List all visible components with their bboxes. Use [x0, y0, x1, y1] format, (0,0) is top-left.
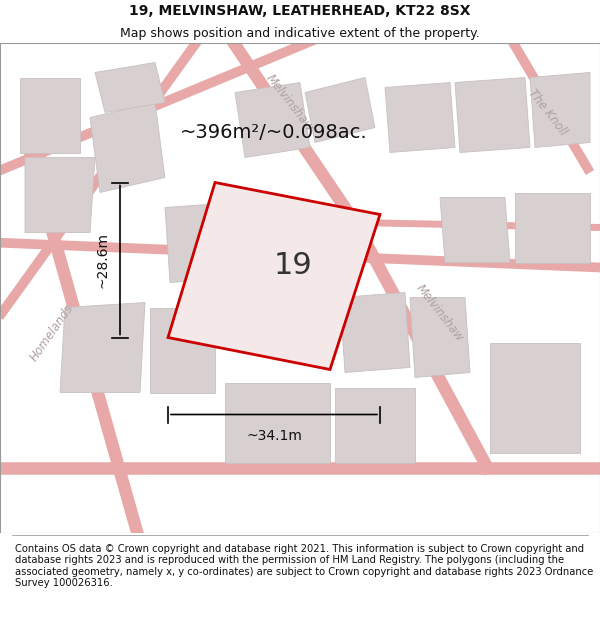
Text: ~396m²/~0.098ac.: ~396m²/~0.098ac. — [180, 123, 368, 142]
Polygon shape — [235, 82, 310, 158]
Text: Map shows position and indicative extent of the property.: Map shows position and indicative extent… — [120, 27, 480, 39]
Polygon shape — [95, 62, 165, 112]
Text: 19, MELVINSHAW, LEATHERHEAD, KT22 8SX: 19, MELVINSHAW, LEATHERHEAD, KT22 8SX — [129, 4, 471, 18]
Polygon shape — [168, 182, 380, 369]
Polygon shape — [440, 198, 510, 262]
Polygon shape — [60, 302, 145, 392]
Polygon shape — [385, 82, 455, 152]
Text: Homelands: Homelands — [28, 301, 76, 364]
Polygon shape — [530, 72, 590, 148]
Polygon shape — [335, 388, 415, 462]
Text: Melvinshaw: Melvinshaw — [413, 281, 466, 344]
Polygon shape — [90, 102, 165, 192]
Text: Melvinshaw: Melvinshaw — [263, 71, 316, 134]
Text: 19: 19 — [274, 251, 313, 281]
Polygon shape — [165, 202, 240, 282]
Polygon shape — [515, 192, 590, 262]
Polygon shape — [410, 298, 470, 378]
Polygon shape — [340, 292, 410, 372]
Polygon shape — [225, 382, 330, 462]
Polygon shape — [150, 308, 215, 392]
Polygon shape — [490, 342, 580, 452]
Polygon shape — [20, 78, 80, 152]
Text: The Knoll: The Knoll — [526, 87, 570, 138]
Polygon shape — [25, 158, 95, 232]
Polygon shape — [455, 78, 530, 152]
Text: ~28.6m: ~28.6m — [95, 232, 109, 288]
Text: Contains OS data © Crown copyright and database right 2021. This information is : Contains OS data © Crown copyright and d… — [15, 544, 593, 588]
Text: ~34.1m: ~34.1m — [246, 429, 302, 444]
Polygon shape — [305, 78, 375, 142]
